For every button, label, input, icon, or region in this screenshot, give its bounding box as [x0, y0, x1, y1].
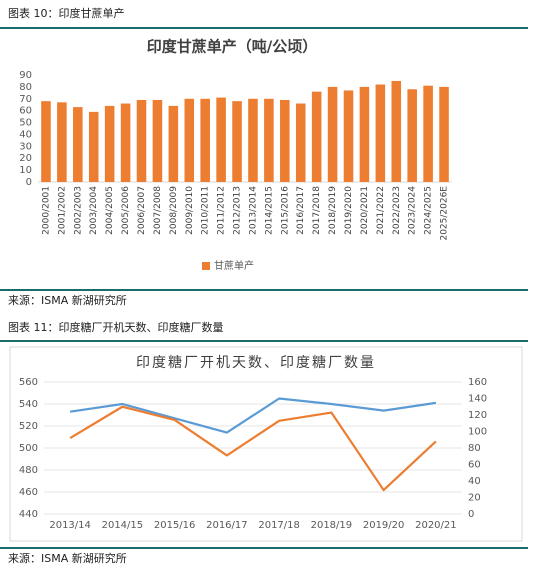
x-tick-label: 2024/2025 — [424, 186, 434, 235]
x-tick-label: 2011/2012 — [217, 186, 227, 235]
x-tick-label: 2015/16 — [154, 520, 196, 531]
y-tick-label: 20 — [19, 153, 32, 164]
caption: 图表 10：印度甘蔗单产 — [8, 6, 125, 20]
x-tick-label: 2020/21 — [415, 520, 457, 531]
bar — [216, 97, 226, 182]
x-tick-label: 2009/2010 — [185, 186, 195, 235]
y2-tick-label: 140 — [468, 394, 487, 405]
x-tick-label: 2014/2015 — [264, 186, 274, 235]
x-tick-label: 2000/2001 — [41, 186, 51, 235]
y2-tick-label: 80 — [468, 443, 481, 454]
x-tick-label: 2008/2009 — [169, 186, 179, 235]
bar — [248, 98, 258, 182]
bar — [439, 86, 449, 182]
legend-label: 甘蔗单产 — [214, 259, 254, 272]
chart-frame — [9, 346, 523, 542]
x-tick-label: 2007/2008 — [153, 186, 163, 235]
y-tick-label: 500 — [19, 443, 38, 454]
x-tick-label: 2013/2014 — [248, 186, 258, 235]
x-tick-label: 2018/19 — [311, 520, 353, 531]
x-tick-label: 2018/2019 — [328, 186, 338, 235]
bar — [152, 99, 163, 182]
bar — [311, 91, 322, 182]
x-tick-label: 2002/2003 — [73, 186, 83, 235]
bar — [168, 105, 179, 182]
bar — [73, 107, 83, 182]
y2-tick-label: 60 — [468, 460, 481, 471]
bar — [391, 80, 402, 182]
x-tick-label: 2023/2024 — [408, 186, 418, 235]
x-tick-label: 2001/2002 — [57, 186, 67, 235]
y-tick-label: 0 — [26, 177, 32, 188]
bar — [184, 98, 195, 182]
bar — [200, 98, 210, 182]
y2-tick-label: 160 — [468, 377, 487, 388]
bar — [359, 86, 370, 182]
bar — [120, 103, 131, 182]
source: 来源：ISMA 新湖研究所 — [8, 293, 127, 307]
x-tick-label: 2006/2007 — [137, 186, 147, 235]
caption: 图表 11：印度糖厂开机天数、印度糖厂数量 — [8, 320, 224, 334]
y-tick-label: 30 — [19, 141, 32, 152]
bar — [343, 90, 354, 182]
y-tick-label: 50 — [19, 118, 32, 129]
y-tick-label: 540 — [19, 399, 38, 410]
x-tick-label: 2021/2022 — [376, 186, 386, 235]
y-tick-label: 90 — [19, 70, 32, 81]
bar — [295, 103, 306, 182]
x-tick-label: 2017/18 — [258, 520, 300, 531]
y2-tick-label: 120 — [468, 410, 487, 421]
x-tick-label: 2025/2026E — [440, 186, 450, 241]
x-tick-label: 2016/2017 — [296, 186, 306, 235]
y-tick-label: 560 — [19, 377, 38, 388]
x-tick-label: 2010/2011 — [201, 186, 211, 235]
bar — [423, 85, 433, 182]
x-tick-label: 2003/2004 — [89, 186, 99, 235]
y-tick-label: 40 — [19, 129, 32, 140]
x-tick-label: 2022/2023 — [392, 186, 402, 235]
bar — [232, 101, 242, 182]
x-tick-label: 2015/2016 — [280, 186, 290, 235]
x-tick-label: 2020/2021 — [360, 186, 370, 235]
y-tick-label: 480 — [19, 465, 38, 476]
y-tick-label: 520 — [19, 421, 38, 432]
x-tick-label: 2014/15 — [102, 520, 144, 531]
y-tick-label: 70 — [19, 94, 32, 105]
bar — [375, 84, 386, 182]
bar — [57, 102, 67, 182]
y2-tick-label: 40 — [468, 476, 481, 487]
x-tick-label: 2005/2006 — [121, 186, 131, 235]
x-tick-label: 2004/2005 — [105, 186, 115, 235]
bar — [280, 99, 290, 182]
y-tick-label: 80 — [19, 82, 32, 93]
bar — [104, 105, 115, 182]
bar — [327, 86, 338, 182]
bar — [136, 99, 147, 182]
y2-tick-label: 100 — [468, 427, 487, 438]
x-tick-label: 2019/2020 — [344, 186, 354, 235]
bar — [264, 98, 274, 182]
y-tick-label: 440 — [19, 509, 38, 520]
y2-tick-label: 20 — [468, 493, 481, 504]
x-tick-label: 2012/2013 — [233, 186, 243, 235]
line-series — [69, 397, 437, 434]
y2-tick-label: 0 — [468, 509, 474, 520]
x-tick-label: 2017/2018 — [312, 186, 322, 235]
y-tick-label: 10 — [19, 165, 32, 176]
chart-title: 印度糖厂开机天数、印度糖厂数量 — [136, 355, 376, 371]
source: 来源：ISMA 新湖研究所 — [8, 551, 127, 565]
bar — [88, 111, 99, 182]
line-series — [69, 405, 437, 492]
y-tick-label: 460 — [19, 487, 38, 498]
bar — [41, 101, 51, 182]
x-tick-label: 2019/20 — [363, 520, 405, 531]
x-tick-label: 2016/17 — [206, 520, 248, 531]
bar — [407, 89, 417, 182]
x-tick-label: 2013/14 — [49, 520, 91, 531]
legend-swatch — [202, 262, 210, 270]
chart-title: 印度甘蔗单产（吨/公顷） — [147, 38, 317, 56]
y-tick-label: 60 — [19, 106, 32, 117]
